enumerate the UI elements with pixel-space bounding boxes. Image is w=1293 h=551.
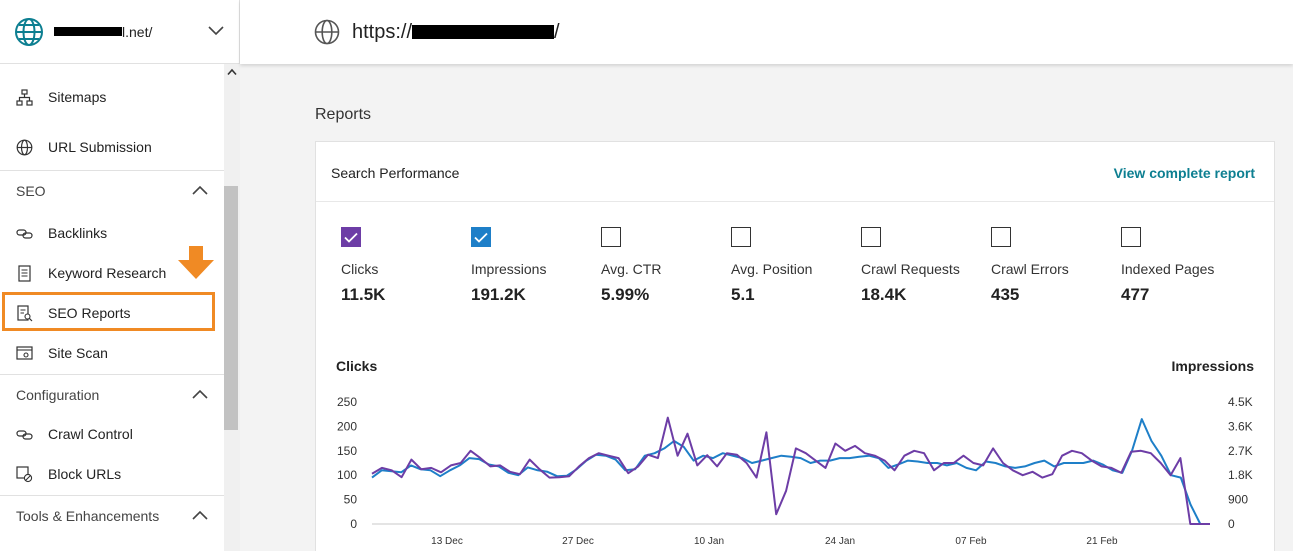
chevron-down-icon[interactable]	[208, 26, 224, 36]
sidebar-item-backlinks[interactable]: Backlinks	[0, 213, 224, 253]
checkbox[interactable]	[601, 227, 621, 247]
y2-axis-title: Impressions	[1171, 358, 1254, 374]
metric-value: 5.1	[731, 285, 755, 304]
metric-value: 191.2K	[471, 285, 526, 304]
section-seo[interactable]: SEO	[0, 170, 224, 210]
checkbox[interactable]	[341, 227, 361, 247]
chevron-up-icon[interactable]	[192, 185, 208, 195]
chevron-up-icon[interactable]	[192, 389, 208, 399]
sidebar-item-keyword-research[interactable]: Keyword Research	[0, 253, 224, 293]
sidebar-item-label: Keyword Research	[48, 265, 167, 281]
site-switcher[interactable]: l.net/	[0, 0, 240, 64]
metric-label: Impressions	[471, 261, 547, 277]
globe-icon	[314, 19, 340, 45]
metric-avg-ctr[interactable]: Avg. CTR 5.99%	[601, 227, 731, 305]
site-domain-suffix: l.net/	[122, 23, 153, 40]
section-configuration[interactable]: Configuration	[0, 374, 224, 414]
section-title: Tools & Enhancements	[16, 507, 160, 524]
section-title: SEO	[16, 182, 46, 199]
sitemap-icon	[16, 88, 33, 106]
search-performance-card: Search Performance View complete report …	[315, 141, 1275, 551]
selection-highlight	[2, 292, 215, 331]
section-tools-enhancements[interactable]: Tools & Enhancements	[0, 495, 224, 535]
section-title: Configuration	[16, 386, 100, 403]
globe-icon	[16, 139, 33, 155]
metric-label: Avg. Position	[731, 261, 813, 277]
metric-label: Clicks	[341, 261, 379, 277]
nav-menu: Sitemaps URL Submission SEO Backlinks	[0, 64, 224, 551]
url-suffix: /	[554, 20, 560, 43]
checkbox[interactable]	[991, 227, 1011, 247]
sidebar-item-label: SEO Reports	[48, 305, 131, 321]
site-name: l.net/	[54, 24, 152, 40]
url-prefix: https://	[352, 20, 413, 43]
checkbox[interactable]	[471, 227, 491, 247]
checkbox[interactable]	[1121, 227, 1141, 247]
metric-value: 5.99%	[601, 285, 650, 304]
metric-value: 435	[991, 285, 1020, 304]
sidebar-item-url-submission[interactable]: URL Submission	[0, 127, 224, 167]
metric-crawl-requests[interactable]: Crawl Requests 18.4K	[861, 227, 991, 305]
sidebar-item-site-scan[interactable]: Site Scan	[0, 333, 224, 373]
link-icon	[16, 429, 33, 440]
sidebar-item-label: Sitemaps	[48, 89, 107, 105]
site-url: https:// /	[352, 21, 560, 44]
globe-icon	[15, 17, 43, 46]
scan-icon	[16, 345, 33, 360]
document-icon	[18, 264, 31, 282]
redacted-domain	[54, 27, 122, 36]
card-header: Search Performance View complete report	[316, 142, 1274, 202]
sidebar-item-label: URL Submission	[48, 139, 152, 155]
sidebar-item-seo-reports[interactable]: SEO Reports	[0, 293, 224, 333]
metric-label: Indexed Pages	[1121, 261, 1215, 277]
sidebar-item-sitemaps[interactable]: Sitemaps	[0, 77, 224, 117]
check-icon	[344, 232, 358, 243]
sidebar: l.net/ Sitemaps URL Submission SEO	[0, 0, 240, 551]
metric-indexed-pages[interactable]: Indexed Pages 477	[1121, 227, 1251, 305]
sidebar-item-label: Site Scan	[48, 345, 108, 361]
scroll-up-icon[interactable]	[227, 68, 237, 76]
arrow-down-icon	[178, 246, 214, 279]
link-icon	[16, 228, 33, 239]
sidebar-item-label: Crawl Control	[48, 426, 133, 442]
scrollbar-thumb[interactable]	[224, 186, 238, 430]
metric-value: 18.4K	[861, 285, 907, 304]
card-title: Search Performance	[331, 165, 460, 181]
metric-label: Crawl Errors	[991, 261, 1069, 277]
check-icon	[474, 232, 488, 243]
metric-label: Crawl Requests	[861, 261, 960, 277]
metric-value: 477	[1121, 285, 1150, 304]
y-axis-title: Clicks	[336, 358, 378, 374]
sidebar-item-label: Block URLs	[48, 466, 122, 482]
url-bar: https:// /	[240, 0, 1293, 64]
sidebar-item-label: Backlinks	[48, 225, 108, 241]
checkbox[interactable]	[861, 227, 881, 247]
metric-label: Avg. CTR	[601, 261, 662, 277]
page-title: Reports	[315, 106, 372, 123]
sidebar-item-block-urls[interactable]: Block URLs	[0, 454, 224, 494]
metric-avg-position[interactable]: Avg. Position 5.1	[731, 227, 861, 305]
chevron-up-icon[interactable]	[192, 510, 208, 520]
view-complete-report-link[interactable]: View complete report	[1113, 165, 1255, 181]
metric-clicks[interactable]: Clicks 11.5K	[341, 227, 471, 305]
metric-value: 11.5K	[341, 285, 386, 304]
redacted-url	[412, 25, 555, 39]
report-icon	[17, 304, 33, 321]
block-icon	[16, 465, 33, 482]
metric-crawl-errors[interactable]: Crawl Errors 435	[991, 227, 1121, 305]
metric-impressions[interactable]: Impressions 191.2K	[471, 227, 601, 305]
checkbox[interactable]	[731, 227, 751, 247]
sidebar-item-crawl-control[interactable]: Crawl Control	[0, 414, 224, 454]
